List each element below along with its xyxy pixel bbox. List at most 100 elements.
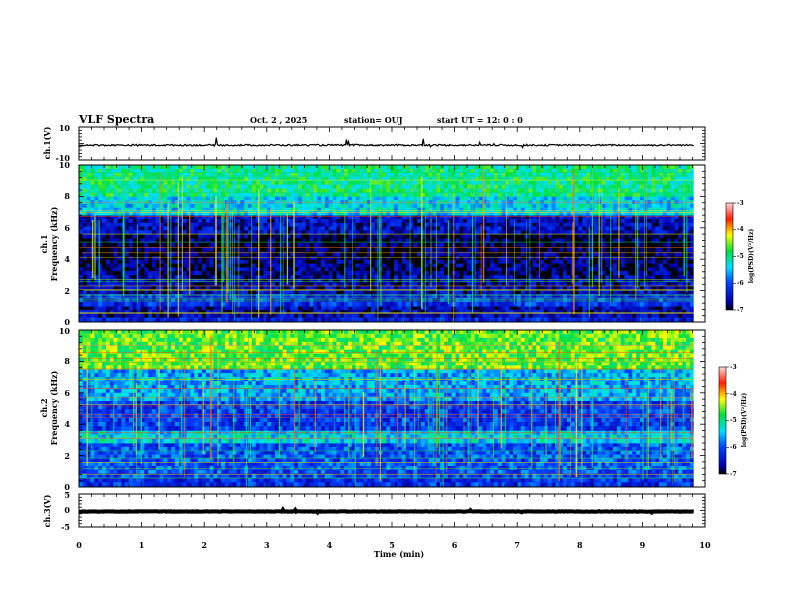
spec-cell (128, 286, 134, 291)
spec-cell (501, 282, 506, 287)
spec-cell (128, 289, 134, 295)
spec-cell (624, 259, 629, 264)
spec-cell (125, 207, 130, 212)
spec-cell (182, 306, 187, 311)
spec-cell (182, 251, 187, 257)
spec-cell (524, 196, 529, 201)
spec-cell (440, 313, 445, 318)
spec-cell (367, 274, 372, 279)
spec-cell (290, 259, 295, 264)
spec-cell (371, 313, 376, 318)
spec-cell (551, 309, 556, 314)
spec-cell (382, 215, 387, 220)
spec-cell (517, 289, 522, 295)
spec-cell (117, 313, 122, 318)
spec-cell (190, 259, 195, 264)
spec-cell (513, 286, 518, 291)
spec-cell (328, 230, 333, 235)
spec-cell (566, 230, 572, 235)
spec-cell (586, 242, 591, 248)
spec-cell (605, 203, 610, 209)
spec-cell (163, 203, 168, 209)
spec-cell (401, 302, 406, 307)
spec-cell (290, 313, 295, 318)
spec-cell (251, 222, 257, 227)
spec-cell (98, 282, 103, 287)
spec-cell (374, 238, 379, 244)
spec-cell (659, 274, 664, 279)
spec-cell (374, 219, 379, 224)
spec-cell (528, 282, 533, 287)
spec-cell (321, 219, 326, 224)
spec-cell (332, 215, 337, 220)
spec-cell (509, 238, 514, 244)
spec-cell (201, 293, 207, 299)
spec-cell (593, 263, 598, 268)
spec-cell (613, 256, 618, 261)
spec-cell (613, 251, 618, 257)
spec-cell (543, 302, 549, 307)
spec-cell (374, 247, 379, 252)
spec-cell (620, 196, 625, 201)
spec-cell (94, 256, 99, 261)
spec-cell (94, 242, 99, 248)
spec-cell (298, 267, 303, 272)
spec-cell (409, 309, 414, 314)
spec-cell (578, 267, 583, 272)
spec-cell (401, 219, 406, 224)
spec-cell (624, 289, 629, 295)
spec-cell (236, 293, 241, 299)
spec-cell (105, 230, 111, 235)
spec-cell (190, 207, 195, 212)
spec-cell (301, 222, 306, 227)
spec-cell (367, 289, 372, 295)
spec-cell (94, 293, 99, 299)
spec-cell (186, 203, 191, 209)
spec-cell (432, 289, 437, 295)
spec-cell (125, 256, 130, 261)
spec-cell (686, 267, 691, 272)
spec-cell (486, 278, 491, 283)
spec-cell (86, 293, 91, 299)
spec-cell (298, 256, 303, 261)
spec-cell (178, 317, 184, 323)
spec-cell (117, 309, 122, 314)
spec-cell (128, 271, 134, 276)
spec-cell (355, 247, 360, 252)
spec-cell (294, 306, 299, 311)
spec-cell (613, 219, 618, 224)
spec-cell (413, 317, 418, 323)
spec-cell (236, 256, 241, 261)
spec-cell (551, 313, 556, 318)
spec-cell (205, 203, 210, 209)
spec-cell (432, 302, 437, 307)
spec-cell (244, 238, 249, 244)
spec-cell (413, 302, 418, 307)
spec-cell (555, 297, 560, 303)
spec-cell (543, 274, 549, 279)
spec-cell (666, 313, 671, 318)
spec-cell (670, 226, 675, 231)
spec-cell (294, 313, 299, 318)
spec-cell (405, 203, 410, 209)
spec-cell (520, 222, 525, 227)
spec-cell (244, 256, 249, 261)
spec-cell (647, 306, 652, 311)
spec-cell (294, 302, 299, 307)
spec-cell (132, 234, 137, 239)
spec-cell (405, 226, 410, 231)
spec-cell (94, 226, 99, 231)
spec-cell (574, 196, 579, 201)
spec-cell (493, 251, 499, 257)
spec-cell (140, 271, 145, 276)
spec-cell (140, 282, 145, 287)
spec-cell (152, 271, 157, 276)
spec-cell (359, 306, 364, 311)
spec-cell (282, 259, 287, 264)
spec-cell (651, 196, 656, 201)
spec-cell (282, 286, 287, 291)
spec-cell (132, 203, 137, 209)
spec-cell (309, 289, 314, 295)
spec-cell (355, 251, 360, 257)
spec-cell (532, 215, 537, 220)
